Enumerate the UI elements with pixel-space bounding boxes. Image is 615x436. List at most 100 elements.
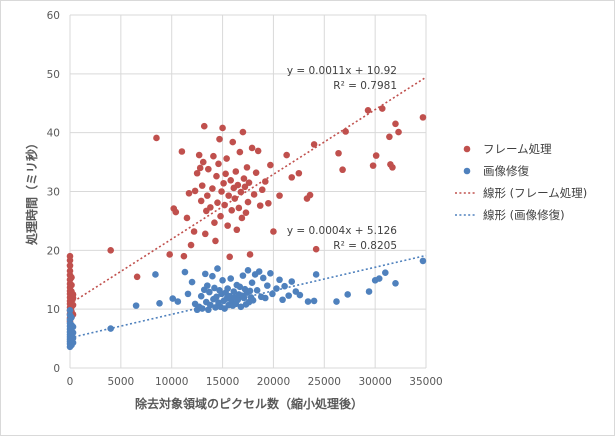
series-1-point	[335, 149, 342, 157]
series-1-point	[310, 141, 318, 148]
series-1-point	[267, 161, 274, 169]
series-1-point	[196, 164, 204, 172]
series-1-point	[238, 214, 246, 222]
series-1-point	[237, 188, 245, 196]
series-2-point	[198, 305, 206, 312]
legend-marker-1	[463, 145, 471, 153]
series-2-point	[333, 298, 340, 305]
series-1-point	[68, 281, 75, 289]
series-2-point	[201, 270, 209, 278]
series-2-point	[296, 291, 304, 299]
trendline-2-r2: R² = 0.8205	[333, 240, 397, 252]
series-1-point	[386, 133, 393, 141]
series-1-point	[243, 164, 251, 171]
series-1-point	[107, 247, 114, 254]
x-tick-label: 10000	[155, 376, 188, 388]
series-1-point	[191, 187, 199, 195]
series-2-point	[246, 287, 254, 295]
series-1-point	[153, 134, 160, 142]
series-1-point	[265, 199, 272, 207]
series-2-point	[107, 325, 114, 332]
series-1-point	[201, 230, 209, 238]
series-1-point	[228, 207, 236, 214]
series-1-point	[312, 245, 320, 253]
x-tick-label: 0	[67, 376, 74, 388]
series-1-point	[214, 199, 221, 206]
series-1-point	[215, 160, 222, 168]
series-2-point	[253, 287, 261, 294]
legend-label-1: フレーム処理	[483, 142, 552, 156]
series-1-point	[166, 251, 173, 258]
series-1-point	[378, 105, 386, 112]
x-axis-title: 除去対象領域のピクセル数（縮小処理後）	[135, 396, 363, 411]
series-1-point	[219, 124, 226, 132]
x-tick-label: 15000	[206, 376, 239, 388]
series-1-point	[239, 128, 247, 136]
series-2-point	[239, 272, 247, 279]
series-2-point	[267, 269, 274, 277]
x-tick-label: 25000	[308, 376, 341, 388]
series-2-point	[344, 291, 351, 298]
series-1-point	[185, 189, 193, 197]
series-1-point	[204, 192, 211, 199]
y-tick-label: 0	[53, 363, 60, 375]
series-1-point	[200, 122, 208, 130]
series-1-point	[369, 162, 377, 169]
series-2-point	[209, 272, 216, 280]
series-1-point	[222, 170, 229, 178]
series-2-point	[234, 296, 242, 304]
series-1-point	[69, 301, 77, 309]
series-2-point	[288, 278, 296, 285]
y-tick-label: 60	[47, 10, 60, 22]
series-2-point	[219, 277, 226, 284]
series-1-point	[223, 155, 230, 162]
series-1-point	[342, 128, 349, 135]
tick-labels: 0 10 20 30 40 50 60 0 5000 10000 15000 20000 25000 30…	[47, 10, 443, 388]
trendline-2	[69, 254, 427, 339]
series-1-point	[395, 128, 402, 136]
series-1-point	[66, 267, 74, 275]
series-1-point	[205, 165, 212, 173]
series-2-point	[419, 257, 427, 265]
y-axis-title: 処理時間（ミリ秒）	[24, 137, 39, 246]
series-1-point	[339, 166, 346, 174]
series-1-point	[246, 251, 254, 258]
series-2-point	[197, 292, 205, 300]
legend-marker-2	[463, 167, 471, 175]
series-2-point	[237, 303, 245, 311]
series-2-point	[264, 282, 271, 289]
series-1-point	[288, 174, 296, 181]
series-1-point	[250, 191, 258, 198]
series-2-point	[169, 295, 177, 302]
series-1-point	[231, 195, 239, 202]
y-tick-label: 50	[47, 69, 60, 81]
data-points	[66, 105, 427, 351]
series-2-point	[152, 271, 159, 278]
series-2-point	[261, 294, 269, 302]
series-1-point	[236, 148, 244, 156]
series-1-point	[389, 164, 396, 171]
series-1-point	[224, 222, 231, 229]
series-1-point	[198, 182, 206, 189]
x-tick-label: 35000	[409, 376, 442, 388]
series-2-point	[213, 293, 220, 301]
x-tick-label: 5000	[107, 376, 134, 388]
series-1-point	[183, 214, 191, 222]
series-2-point	[230, 288, 238, 295]
series-1-point	[295, 169, 303, 177]
series-2-point	[392, 279, 399, 287]
trendline-1-equation: y = 0.0011x + 10.92	[287, 65, 397, 77]
series-2-point	[188, 278, 196, 286]
series-1-point	[276, 192, 283, 199]
series-1-point	[180, 252, 188, 260]
series-2-point	[249, 297, 257, 304]
series-2-point	[273, 285, 280, 292]
series-1-point	[233, 226, 241, 234]
series-2-point	[259, 274, 267, 282]
series-2-point	[69, 323, 77, 331]
series-1-point	[220, 179, 227, 187]
series-1-point	[258, 186, 266, 194]
series-1-point	[364, 107, 372, 114]
series-1-point	[211, 219, 218, 226]
